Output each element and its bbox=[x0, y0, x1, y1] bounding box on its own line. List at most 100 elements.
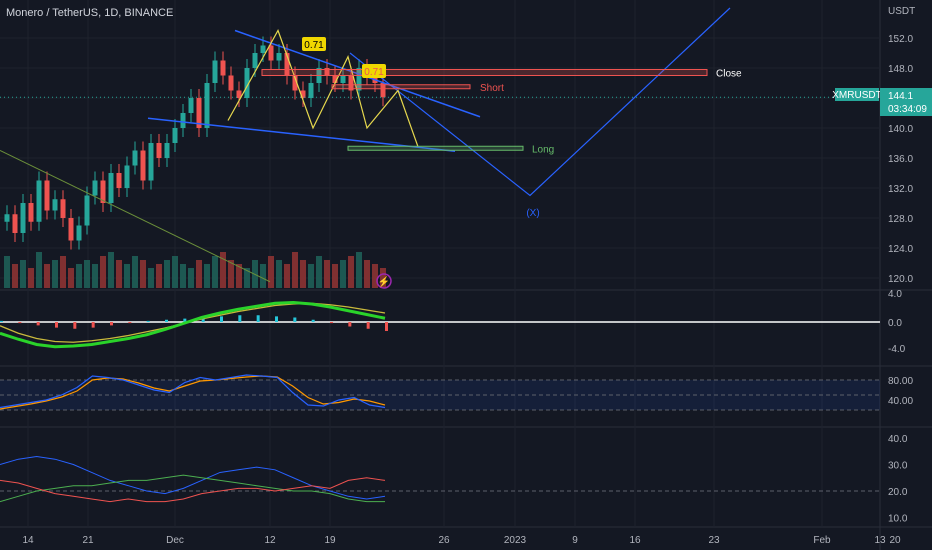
y-tick-label: 128.0 bbox=[888, 214, 913, 225]
candle-body bbox=[124, 165, 130, 188]
volume-bar bbox=[172, 256, 178, 288]
stoch-d-line bbox=[0, 375, 386, 410]
volume-bar bbox=[196, 260, 202, 288]
x-tick-label: Feb bbox=[813, 535, 831, 546]
zigzag-line bbox=[227, 29, 419, 147]
volume-bar bbox=[372, 264, 378, 288]
macd-hist-bar bbox=[256, 315, 260, 322]
x-tick-label: 20 bbox=[889, 535, 901, 546]
macd-tick: -4.0 bbox=[888, 344, 906, 355]
candle-body bbox=[212, 60, 218, 83]
volume-bar bbox=[188, 268, 194, 288]
macd-hist-bar bbox=[220, 316, 223, 322]
candle-body bbox=[324, 68, 330, 76]
volume-bar bbox=[100, 256, 106, 288]
candle-body bbox=[76, 225, 82, 241]
macd-hist-bar bbox=[348, 322, 352, 327]
dmi-tick: 20.0 bbox=[888, 487, 908, 498]
short-zone bbox=[331, 84, 471, 90]
candle-body bbox=[300, 90, 306, 98]
candle-body bbox=[100, 180, 106, 203]
stoch-tick: 40.00 bbox=[888, 396, 913, 407]
dmi-tick: 10.0 bbox=[888, 514, 908, 525]
volume-bar bbox=[28, 268, 34, 288]
x-tick-label: 13 bbox=[874, 535, 886, 546]
candle-body bbox=[108, 173, 114, 203]
candle-body bbox=[268, 45, 274, 61]
macd-tick: 4.0 bbox=[888, 289, 902, 300]
candle-body bbox=[52, 199, 58, 211]
x-tick-label: 21 bbox=[82, 535, 94, 546]
macd-hist-bar bbox=[275, 316, 278, 322]
candle-body bbox=[132, 150, 138, 166]
candle-body bbox=[260, 45, 266, 53]
macd-hist-bar bbox=[183, 318, 187, 322]
macd-hist-bar bbox=[201, 317, 205, 322]
macd-hist-bar bbox=[0, 320, 3, 322]
candle-body bbox=[196, 98, 202, 128]
candle-body bbox=[220, 60, 226, 76]
long-label: Long bbox=[532, 144, 554, 155]
price-badge-value: 144.1 bbox=[888, 91, 913, 102]
x-tick-label: 12 bbox=[264, 535, 276, 546]
volume-bar bbox=[300, 260, 306, 288]
volume-bar bbox=[228, 260, 234, 288]
x-tick-label: 2023 bbox=[504, 535, 527, 546]
candle-body bbox=[244, 68, 250, 98]
candle-body bbox=[204, 83, 210, 128]
candle-body bbox=[332, 75, 338, 83]
volume-bar bbox=[76, 264, 82, 288]
macd-hist-bar bbox=[91, 322, 95, 328]
macd-hist-bar bbox=[293, 317, 297, 322]
macd-hist-bar bbox=[110, 322, 113, 326]
y-tick-label: 136.0 bbox=[888, 154, 913, 165]
y-tick-label: 140.0 bbox=[888, 124, 913, 135]
x-tick-label: 16 bbox=[629, 535, 641, 546]
candle-body bbox=[4, 214, 10, 222]
candle-body bbox=[252, 53, 258, 68]
ratio-badge bbox=[302, 37, 326, 51]
y-tick-label: 124.0 bbox=[888, 244, 913, 255]
candle-body bbox=[68, 218, 74, 241]
volume-bar bbox=[308, 264, 314, 288]
dmi-plus-line bbox=[0, 474, 385, 503]
volume-bar bbox=[260, 264, 266, 288]
x-tick-label: 23 bbox=[708, 535, 720, 546]
candle-body bbox=[20, 203, 26, 233]
macd-hist-bar bbox=[366, 322, 370, 329]
volume-bar bbox=[180, 264, 186, 288]
volume-bar bbox=[356, 252, 362, 288]
short-label: Short bbox=[480, 83, 504, 94]
ratio-badge bbox=[362, 64, 386, 78]
volume-bar bbox=[324, 260, 330, 288]
candle-body bbox=[340, 75, 346, 83]
volume-bar bbox=[60, 256, 66, 288]
ratio-label-2: 0.71 bbox=[364, 67, 384, 78]
candle-body bbox=[284, 53, 290, 76]
volume-bar bbox=[116, 260, 122, 288]
dmi-tick: 40.0 bbox=[888, 434, 908, 445]
close-zone bbox=[261, 69, 708, 76]
x-tick-label: 26 bbox=[438, 535, 450, 546]
volume-bar bbox=[36, 252, 42, 288]
lightning-icon[interactable] bbox=[376, 273, 392, 289]
volume-bar bbox=[4, 256, 10, 288]
candle-body bbox=[172, 128, 178, 143]
volume-bar bbox=[380, 268, 386, 288]
volume-bar bbox=[140, 260, 146, 288]
macd-hist-bar bbox=[238, 315, 242, 322]
x-tick-label: 19 bbox=[324, 535, 336, 546]
lightning-glyph: ⚡ bbox=[378, 275, 390, 288]
macd-hist-bar bbox=[55, 322, 58, 328]
macd-tick: 0.0 bbox=[888, 318, 902, 329]
candle-body bbox=[148, 143, 154, 181]
close-label: Close bbox=[716, 69, 742, 80]
macd-hist-bar bbox=[146, 320, 150, 322]
volume-bar bbox=[292, 252, 298, 288]
volume-bar bbox=[12, 264, 18, 288]
candle-body bbox=[308, 83, 314, 98]
volume-bar bbox=[316, 256, 322, 288]
price-pane bbox=[0, 0, 880, 290]
candle-body bbox=[116, 173, 122, 188]
